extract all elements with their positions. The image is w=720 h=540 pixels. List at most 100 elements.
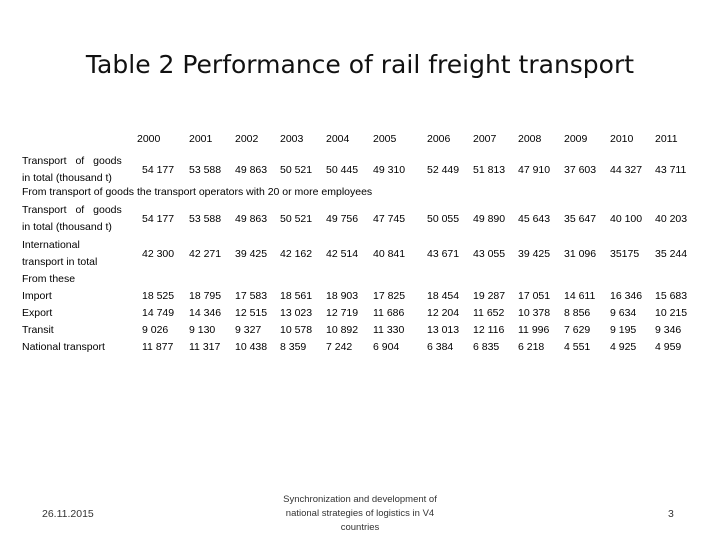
table-cell: 7 242 [326, 341, 353, 353]
footer-caption-line: countries [340, 522, 380, 533]
table-cell: 9 346 [655, 324, 682, 336]
row-label: Export [22, 307, 53, 319]
table-cell: 54 177 [142, 213, 175, 225]
table-cell: 17 051 [518, 290, 551, 302]
table-cell: 43 055 [473, 248, 506, 260]
table-cell: 4 551 [564, 341, 591, 353]
table-cell: 35 244 [655, 248, 688, 260]
table-cell: 18 903 [326, 290, 359, 302]
table-cell: 39 425 [235, 248, 268, 260]
table-cell: 43 711 [655, 164, 687, 176]
footer-caption-line: national strategies of logistics in V4 [285, 508, 435, 519]
table-cell: 52 449 [427, 164, 460, 176]
table-cell: 12 515 [235, 307, 268, 319]
table-cell: 49 310 [373, 164, 406, 176]
year-header: 2003 [280, 133, 304, 145]
table-cell: 40 100 [610, 213, 643, 225]
row-label: National transport [22, 341, 105, 353]
year-header: 2008 [518, 133, 542, 145]
footer-date: 26.11.2015 [42, 508, 94, 520]
table-cell: 43 671 [427, 248, 460, 260]
table-cell: 51 813 [473, 164, 506, 176]
table-cell: 42 271 [189, 248, 222, 260]
table-cell: 42 514 [326, 248, 359, 260]
table-cell: 10 215 [655, 307, 688, 319]
table-cell: 4 925 [610, 341, 637, 353]
row-label: International [22, 239, 80, 251]
row-label: Transport of goods [22, 204, 122, 216]
table-cell: 17 583 [235, 290, 268, 302]
row-label: From these [22, 273, 76, 285]
table-cell: 9 634 [610, 307, 637, 319]
page-number: 3 [668, 508, 674, 520]
table-cell: 11 330 [373, 324, 405, 336]
table-cell: 14 346 [189, 307, 222, 319]
footer-caption: Synchronization and development of nation… [255, 493, 465, 535]
table-cell: 10 438 [235, 341, 268, 353]
table-cell: 12 204 [427, 307, 460, 319]
table-cell: 9 195 [610, 324, 637, 336]
table-cell: 47 745 [373, 213, 406, 225]
table-cell: 6 835 [473, 341, 500, 353]
table-cell: 19 287 [473, 290, 506, 302]
table-cell: 10 578 [280, 324, 313, 336]
table-cell: 6 384 [427, 341, 454, 353]
footer-caption-line: Synchronization and development of [283, 494, 437, 505]
table-cell: 49 863 [235, 164, 268, 176]
table-cell: 10 378 [518, 307, 551, 319]
table-cell: 9 130 [189, 324, 216, 336]
table-cell: 39 425 [518, 248, 551, 260]
table-cell: 10 892 [326, 324, 359, 336]
table-cell: 53 588 [189, 164, 222, 176]
table-cell: 49 890 [473, 213, 506, 225]
table-cell: 4 959 [655, 341, 682, 353]
table-cell: 11 686 [373, 307, 405, 319]
table-cell: 9 327 [235, 324, 262, 336]
table-cell: 15 683 [655, 290, 688, 302]
table-cell: 31 096 [564, 248, 597, 260]
table-cell: 12 719 [326, 307, 359, 319]
table-cell: 40 841 [373, 248, 406, 260]
table-cell: 18 525 [142, 290, 175, 302]
table-cell: 50 055 [427, 213, 460, 225]
table-cell: 6 218 [518, 341, 545, 353]
table-cell: 13 013 [427, 324, 460, 336]
table-cell: 40 203 [655, 213, 688, 225]
year-header: 2000 [137, 133, 161, 145]
year-header: 2006 [427, 133, 451, 145]
table-cell: 42 300 [142, 248, 175, 260]
row-label: transport in total [22, 256, 98, 268]
row-label: Import [22, 290, 52, 302]
table-cell: 50 521 [280, 164, 313, 176]
table-cell: 8 856 [564, 307, 591, 319]
table-cell: 47 910 [518, 164, 551, 176]
year-header: 2005 [373, 133, 397, 145]
table-cell: 37 603 [564, 164, 597, 176]
table-cell: 16 346 [610, 290, 643, 302]
table-cell: 11 652 [473, 307, 505, 319]
section-label: From transport of goods the transport op… [22, 186, 373, 198]
table-cell: 49 863 [235, 213, 268, 225]
row-label: in total (thousand t) [22, 172, 112, 184]
table-cell: 14 749 [142, 307, 175, 319]
table-cell: 18 561 [280, 290, 313, 302]
table-cell: 9 026 [142, 324, 169, 336]
table-cell: 35175 [610, 248, 640, 260]
table-cell: 17 825 [373, 290, 406, 302]
table-cell: 13 023 [280, 307, 313, 319]
year-header: 2009 [564, 133, 588, 145]
year-header: 2004 [326, 133, 350, 145]
table-cell: 11 996 [518, 324, 550, 336]
table-cell: 45 643 [518, 213, 551, 225]
table-cell: 6 904 [373, 341, 400, 353]
table-cell: 54 177 [142, 164, 175, 176]
table-cell: 7 629 [564, 324, 591, 336]
table-cell: 18 795 [189, 290, 222, 302]
table-cell: 11 877 [142, 341, 174, 353]
year-header: 2001 [189, 133, 213, 145]
table-cell: 49 756 [326, 213, 359, 225]
year-header: 2002 [235, 133, 259, 145]
year-header: 2010 [610, 133, 634, 145]
table-cell: 50 445 [326, 164, 359, 176]
table-cell: 50 521 [280, 213, 313, 225]
